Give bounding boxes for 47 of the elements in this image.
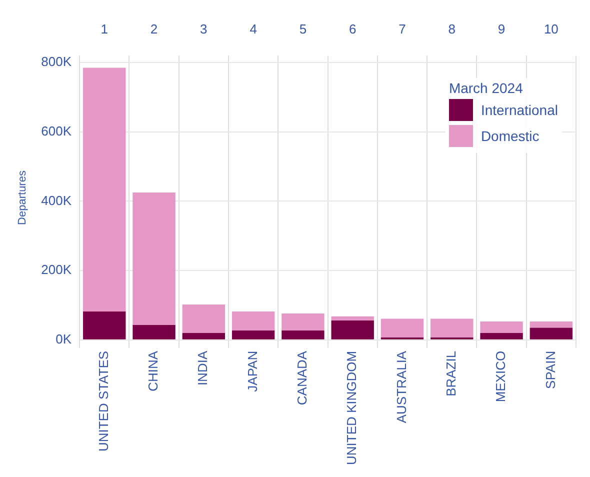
bar — [331, 316, 374, 320]
bar — [480, 322, 523, 333]
y-tick-label: 200K — [41, 262, 72, 278]
x2-tick-label: 6 — [348, 21, 356, 36]
y-axis-title: Departures — [16, 170, 29, 225]
bar — [331, 320, 374, 340]
y-tick-label: 600K — [41, 123, 72, 138]
bar — [480, 332, 523, 340]
x2-tick-label: 1 — [100, 21, 108, 36]
x2-tick-label: 3 — [200, 21, 208, 36]
x-tick-label: JAPAN — [244, 350, 260, 392]
x2-tick-label: 2 — [150, 21, 158, 36]
bar — [83, 68, 126, 312]
bar — [182, 332, 226, 340]
x-tick-label: UNITED KINGDOM — [344, 350, 360, 466]
y-tick-label: 0K — [56, 331, 72, 346]
y-tick-label: 400K — [41, 192, 72, 208]
bar — [282, 314, 324, 331]
x-tick-label: INDIA — [195, 350, 210, 386]
x2-tick-label: 8 — [448, 21, 456, 36]
bar — [132, 324, 176, 340]
bar — [530, 322, 573, 328]
bar — [132, 192, 176, 325]
legend-label: International — [480, 102, 558, 118]
x2-tick-label: 10 — [544, 21, 558, 36]
bar — [232, 311, 275, 331]
x-tick-label: MEXICO — [493, 350, 508, 402]
legend-label: Domestic — [480, 128, 540, 144]
x2-tick-label: 9 — [498, 21, 506, 36]
bar — [282, 330, 324, 340]
x-tick-label: CHINA — [146, 350, 161, 392]
y-tick-label: 800K — [41, 54, 72, 70]
x2-tick-label: 4 — [250, 21, 257, 36]
x-tick-label: BRAZIL — [443, 350, 458, 396]
bar — [530, 328, 573, 340]
bar — [182, 304, 226, 333]
x2-tick-label: 7 — [398, 21, 406, 36]
x-tick-label: UNITED STATES — [96, 350, 111, 452]
x-tick-label: SPAIN — [542, 350, 558, 389]
bar — [380, 318, 424, 338]
x-tick-label: CANADA — [294, 350, 310, 406]
x2-tick-label: 5 — [299, 21, 307, 36]
bar — [83, 311, 126, 340]
bar — [232, 330, 275, 340]
bar — [430, 318, 474, 338]
x-tick-label: AUSTRALIA — [394, 350, 409, 424]
legend-title: March 2024 — [448, 80, 524, 96]
